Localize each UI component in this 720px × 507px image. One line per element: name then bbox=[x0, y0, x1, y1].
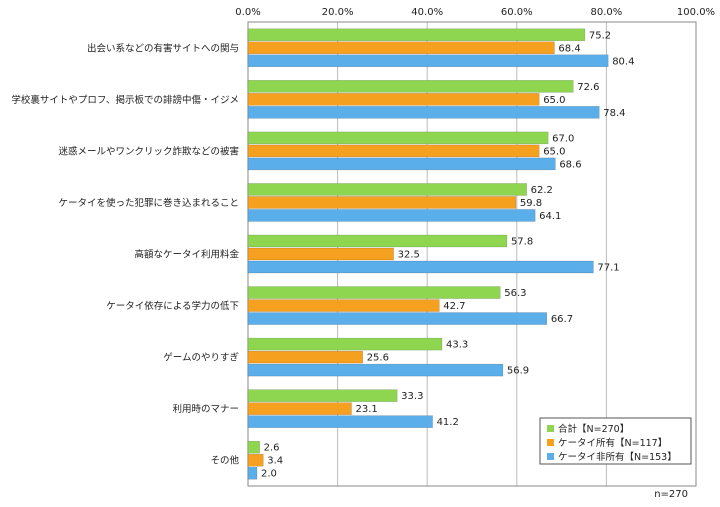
data-label: 56.9 bbox=[507, 366, 529, 377]
category-label: 高額なケータイ利用料金 bbox=[134, 249, 239, 261]
bar bbox=[247, 415, 433, 428]
bar bbox=[247, 131, 549, 145]
x-tick-label: 60.0% bbox=[501, 7, 533, 18]
data-label: 2.0 bbox=[261, 469, 277, 480]
bar bbox=[247, 144, 540, 158]
bar bbox=[247, 286, 501, 299]
data-label: 72.6 bbox=[577, 82, 599, 93]
bar bbox=[247, 183, 527, 196]
legend-swatch bbox=[547, 453, 554, 460]
data-label: 2.6 bbox=[264, 443, 280, 454]
bar bbox=[247, 106, 600, 119]
data-label: 80.4 bbox=[612, 56, 634, 67]
bar bbox=[247, 440, 260, 454]
bar bbox=[247, 54, 609, 68]
data-label: 62.2 bbox=[531, 185, 553, 196]
x-tick-label: 100.0% bbox=[677, 7, 715, 18]
category-label: 学校裏サイトやプロフ、掲示板での誹謗中傷・イジメ bbox=[11, 94, 239, 106]
category-labels: 出会い系などの有害サイトへの関与学校裏サイトやプロフ、掲示板での誹謗中傷・イジメ… bbox=[11, 42, 239, 466]
bars bbox=[247, 28, 609, 480]
tick-labels: 0.0% 20.0% 40.0% 60.0% 80.0% 100.0% bbox=[235, 7, 715, 18]
bar bbox=[247, 260, 594, 274]
bar bbox=[247, 389, 398, 402]
data-label: 75.2 bbox=[589, 30, 611, 41]
data-label: 57.8 bbox=[511, 237, 533, 248]
legend-box bbox=[539, 417, 692, 465]
legend-swatch bbox=[547, 425, 554, 432]
data-label: 59.8 bbox=[520, 198, 542, 209]
bar bbox=[247, 350, 363, 364]
legend: 合計【N=270】ケータイ所有【N=117】ケータイ非所有【N=153】 bbox=[539, 417, 692, 465]
legend-label: 合計【N=270】 bbox=[558, 423, 629, 435]
category-label: 出会い系などの有害サイトへの関与 bbox=[87, 42, 239, 54]
data-label: 65.0 bbox=[543, 95, 565, 106]
x-tick-label: 0.0% bbox=[235, 7, 260, 18]
bar bbox=[247, 337, 443, 351]
bar bbox=[247, 299, 440, 312]
bar bbox=[247, 312, 548, 325]
bar bbox=[247, 247, 394, 261]
bar bbox=[247, 157, 556, 171]
data-label: 56.3 bbox=[504, 288, 526, 299]
category-label: 迷惑メールやワンクリック詐欺などの被害 bbox=[58, 145, 239, 157]
bar bbox=[247, 363, 504, 377]
data-label: 68.4 bbox=[558, 43, 580, 54]
value-labels: 75.2 68.4 80.4 72.6 65.0 78.4 67.0 65.0 68.6 62.2… bbox=[261, 30, 634, 479]
category-label: ゲームのやりすぎ bbox=[163, 352, 239, 364]
bar bbox=[247, 28, 586, 42]
bar bbox=[247, 402, 352, 415]
bar bbox=[247, 209, 536, 222]
bar bbox=[247, 41, 555, 55]
legend-swatch bbox=[547, 439, 554, 446]
data-label: 42.7 bbox=[443, 301, 465, 312]
data-label: 25.6 bbox=[367, 353, 389, 364]
legend-label: ケータイ所有【N=117】 bbox=[558, 437, 667, 449]
data-label: 3.4 bbox=[267, 456, 283, 467]
data-label: 77.1 bbox=[597, 263, 619, 274]
category-label: 利用時のマナー bbox=[172, 403, 239, 415]
data-label: 33.3 bbox=[401, 391, 423, 402]
category-label: ケータイ依存による学力の低下 bbox=[106, 300, 239, 312]
bar bbox=[247, 196, 517, 209]
category-label: ケータイを使った犯罪に巻き込まれること bbox=[58, 197, 239, 209]
data-label: 23.1 bbox=[355, 404, 377, 415]
data-label: 65.0 bbox=[543, 146, 565, 157]
data-label: 32.5 bbox=[398, 250, 420, 261]
x-tick-label: 80.0% bbox=[591, 7, 623, 18]
legend-label: ケータイ非所有【N=153】 bbox=[558, 451, 677, 463]
data-label: 78.4 bbox=[603, 108, 625, 119]
data-label: 43.3 bbox=[446, 340, 468, 351]
data-label: 66.7 bbox=[551, 314, 573, 325]
category-label: その他 bbox=[210, 455, 239, 467]
x-tick-label: 20.0% bbox=[322, 7, 354, 18]
bar bbox=[247, 80, 574, 93]
sample-size-note: n=270 bbox=[654, 489, 688, 500]
bar bbox=[247, 93, 540, 106]
x-tick-label: 40.0% bbox=[411, 7, 443, 18]
data-label: 41.2 bbox=[437, 417, 459, 428]
bar bbox=[247, 234, 508, 248]
data-label: 67.0 bbox=[552, 133, 574, 144]
data-label: 64.1 bbox=[539, 211, 561, 222]
data-label: 68.6 bbox=[559, 159, 581, 170]
bar bbox=[247, 453, 264, 467]
bar bbox=[247, 466, 258, 480]
